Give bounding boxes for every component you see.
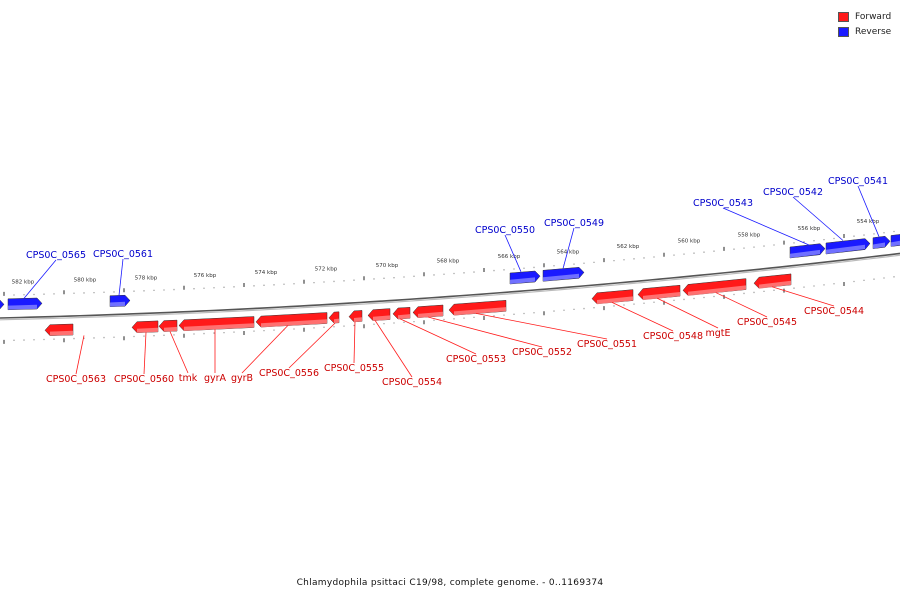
- gene-label[interactable]: CPS0C_0560: [114, 374, 174, 385]
- gene-label[interactable]: CPS0C_0556: [259, 368, 319, 379]
- legend-item-forward[interactable]: Forward: [838, 9, 900, 24]
- gene-label[interactable]: CPS0C_0561: [93, 249, 153, 260]
- gene-connector: [475, 313, 608, 340]
- gene-arrow-edge-left[interactable]: [0, 299, 5, 310]
- legend-label-forward: Forward: [855, 11, 892, 22]
- gene-label[interactable]: CPS0C_0555: [324, 363, 384, 374]
- gene-label[interactable]: CPS0C_0565: [26, 250, 86, 261]
- gene-label[interactable]: gyrA: [204, 373, 227, 384]
- gene-label[interactable]: CPS0C_0541: [828, 176, 888, 187]
- gene-arrow-gyrb[interactable]: [255, 312, 328, 328]
- gene-arrow-cps0c-0543[interactable]: [789, 243, 826, 259]
- gene-arrow-cps0c-0549[interactable]: [542, 267, 585, 282]
- kbp-tick-label: 566 kbp: [498, 254, 521, 260]
- gene-arrow-cps0c-0553[interactable]: [392, 307, 411, 320]
- gene-arrow-cps0c-0552[interactable]: [412, 304, 444, 318]
- kbp-tick-label: 582 kbp: [12, 279, 35, 285]
- gene-label[interactable]: CPS0C_0554: [382, 377, 442, 388]
- kbp-tick-label: 556 kbp: [798, 226, 821, 232]
- gene-arrow-cps0c-0545[interactable]: [682, 278, 747, 296]
- kbp-tick-label: 554 kbp: [857, 219, 880, 225]
- genome-title: Chlamydophila psittaci C19/98, complete …: [296, 578, 604, 588]
- gene-label[interactable]: CPS0C_0542: [763, 187, 823, 198]
- gene-label[interactable]: tmk: [179, 373, 198, 384]
- gene-arrow-cps0c-0560[interactable]: [131, 320, 159, 333]
- gene-arrow-gyra[interactable]: [178, 316, 255, 332]
- gene-arrow-edge-right[interactable]: [890, 234, 900, 247]
- kbp-tick-label: 568 kbp: [437, 259, 460, 265]
- gene-arrow-cps0c-0563[interactable]: [44, 323, 74, 336]
- legend: Forward Reverse: [838, 9, 900, 39]
- gene-connector: [399, 318, 477, 355]
- kbp-tick-label: 562 kbp: [617, 244, 640, 250]
- gene-label[interactable]: gyrB: [231, 373, 253, 384]
- label-layer: CPS0C_0565 CPS0C_0561 CPS0C_0550 CPS0C_0549…: [23, 176, 888, 388]
- gene-arrow-cps0c-0561[interactable]: [109, 294, 131, 307]
- gene-layer: [0, 234, 900, 336]
- gene-arrow-tmk[interactable]: [158, 319, 178, 332]
- backbone-line: [0, 252, 900, 319]
- backbone-layer: [0, 252, 900, 321]
- gene-arrow-cps0c-0551[interactable]: [448, 300, 507, 316]
- gene-connector: [504, 234, 522, 272]
- legend-label-reverse: Reverse: [855, 26, 892, 37]
- gene-label[interactable]: CPS0C_0553: [446, 354, 506, 365]
- gene-arrow-cps0c-0542[interactable]: [825, 238, 871, 255]
- gene-connector: [118, 258, 124, 296]
- gene-connector: [169, 331, 189, 374]
- tick-layer: 582 kbp 580 kbp 578 kbp 576 kbp 574 kbp 572 k…: [3, 219, 895, 344]
- gene-arrow-cps0c-0550[interactable]: [509, 270, 541, 285]
- gene-label[interactable]: CPS0C_0549: [544, 218, 604, 229]
- reverse-swatch-icon: [838, 26, 849, 37]
- gene-connector: [656, 297, 719, 329]
- kbp-tick-label: 558 kbp: [738, 232, 761, 238]
- gene-connector: [427, 316, 543, 348]
- gene-connector: [792, 196, 844, 241]
- gene-label[interactable]: mgtE: [705, 328, 730, 339]
- gene-connector: [374, 320, 413, 378]
- gene-arrow-cps0c-0554[interactable]: [367, 308, 391, 321]
- kbp-tick-label: 578 kbp: [135, 275, 158, 281]
- gene-connector: [771, 286, 835, 307]
- gene-connector: [857, 185, 880, 237]
- gene-connector: [241, 325, 289, 374]
- gene-connector: [143, 332, 147, 375]
- gene-connector: [288, 322, 336, 369]
- gene-arrow-cps0c-0565[interactable]: [7, 297, 43, 311]
- gene-connector: [75, 335, 85, 375]
- gene-label[interactable]: CPS0C_0545: [737, 317, 797, 328]
- gene-arrow-mgte[interactable]: [637, 284, 681, 301]
- gene-label[interactable]: CPS0C_0550: [475, 225, 535, 236]
- gene-arrow-cps0c-0541[interactable]: [872, 235, 891, 249]
- kbp-tick-label: 576 kbp: [194, 273, 217, 279]
- gene-connector: [23, 259, 57, 299]
- kbp-tick-label: 572 kbp: [315, 267, 338, 273]
- gene-arrow-cps0c-0544[interactable]: [753, 273, 792, 289]
- gene-connector: [611, 302, 674, 332]
- gene-arrow-cps0c-0555[interactable]: [348, 310, 363, 323]
- kbp-tick-label: 580 kbp: [74, 278, 97, 284]
- gene-label[interactable]: CPS0C_0552: [512, 347, 572, 358]
- kbp-tick-label: 574 kbp: [255, 270, 278, 276]
- gene-label[interactable]: CPS0C_0548: [643, 331, 703, 342]
- gene-arrow-cps0c-0556[interactable]: [328, 311, 340, 324]
- gene-label[interactable]: CPS0C_0551: [577, 339, 637, 350]
- gene-connector: [353, 321, 356, 364]
- forward-swatch-icon: [838, 11, 849, 22]
- gene-label[interactable]: CPS0C_0563: [46, 374, 106, 385]
- gene-connector: [562, 227, 575, 269]
- kbp-tick-label: 560 kbp: [678, 238, 701, 244]
- gene-connector: [722, 207, 810, 246]
- kbp-tick-label: 564 kbp: [557, 249, 580, 255]
- gene-connector: [715, 292, 768, 318]
- kbp-tick-label: 570 kbp: [376, 263, 399, 269]
- legend-item-reverse[interactable]: Reverse: [838, 24, 900, 39]
- gene-label[interactable]: CPS0C_0543: [693, 198, 753, 209]
- gene-label[interactable]: CPS0C_0544: [804, 306, 864, 317]
- gene-arrow-cps0c-0548[interactable]: [591, 289, 634, 305]
- backbone-line-shadow: [0, 254, 900, 321]
